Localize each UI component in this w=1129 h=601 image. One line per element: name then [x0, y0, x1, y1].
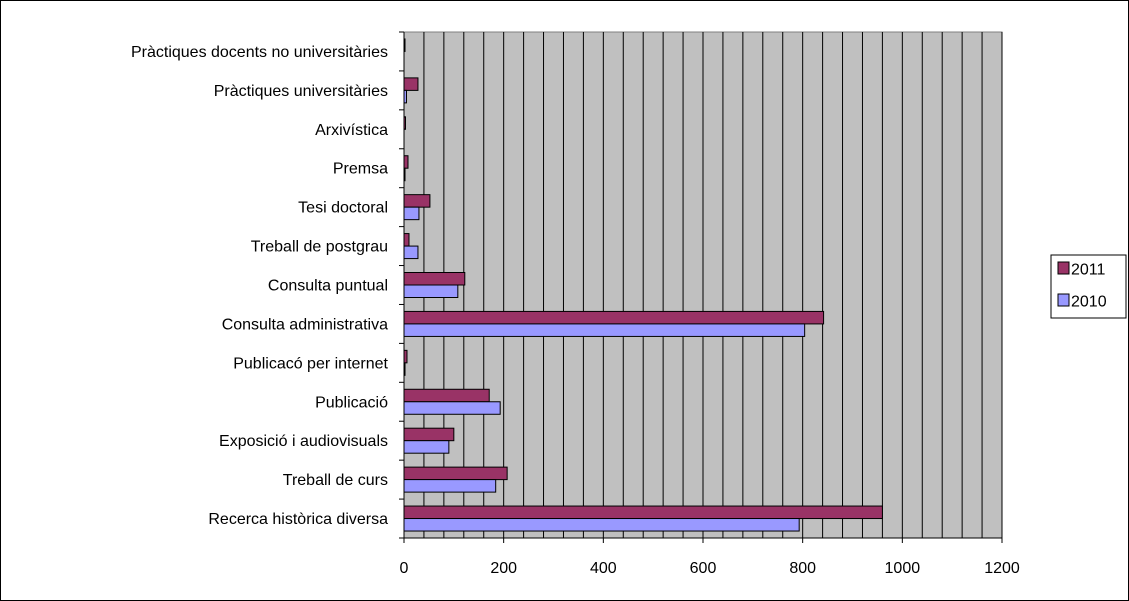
legend-label: 2010 — [1071, 294, 1107, 311]
category-label: Exposició i audiovisuals — [219, 433, 388, 450]
bar-2011-5 — [403, 310, 825, 325]
bar-2010-0 — [403, 518, 800, 532]
bar-2010-2 — [403, 440, 450, 454]
bar-2011-6 — [403, 272, 466, 286]
category-label: Premsa — [333, 161, 388, 178]
bar-2010-1 — [403, 479, 497, 493]
legend-swatch-2011 — [1057, 261, 1070, 275]
x-tick-label: 400 — [590, 560, 617, 577]
category-label: Treball de postgrau — [251, 239, 388, 256]
bar-2010-7 — [403, 245, 419, 260]
category-label: Treball de curs — [283, 472, 388, 489]
x-tick-label: 800 — [789, 560, 816, 577]
category-label: Recerca històrica diversa — [208, 511, 388, 528]
x-tick-label: 0 — [400, 560, 409, 577]
bar-2011-2 — [403, 427, 455, 442]
axes — [399, 31, 1003, 543]
bar-2011-9 — [403, 155, 409, 169]
x-tick-label: 600 — [690, 560, 717, 577]
category-label: Arxivística — [315, 122, 388, 139]
bar-2010-3 — [403, 401, 501, 415]
category-label: Pràctiques docents no universitàries — [131, 44, 388, 61]
bar-2011-1 — [403, 466, 508, 481]
category-label: Pràctiques universitàries — [214, 83, 388, 100]
x-tick-labels: 0 200 400 600 800 1000 1200 — [400, 560, 1020, 577]
x-tick-label: 200 — [490, 560, 517, 577]
category-label: Publicacó per internet — [233, 355, 388, 372]
bar-2010-5 — [403, 323, 806, 337]
bar-2011-11 — [403, 77, 419, 91]
legend-label: 2011 — [1071, 262, 1106, 279]
bar-2011-0 — [403, 505, 883, 520]
category-label: Consulta administrativa — [222, 316, 388, 333]
bar-2011-8 — [403, 194, 431, 208]
category-label: Publicació — [315, 394, 388, 411]
x-tick-label: 1200 — [984, 560, 1020, 577]
bar-2010-6 — [403, 284, 459, 298]
legend: 2011 2010 — [1050, 254, 1127, 319]
bars — [403, 38, 883, 532]
x-tick-label: 1000 — [885, 560, 921, 577]
category-label: Tesi doctoral — [298, 200, 388, 217]
legend-swatch-2010 — [1057, 293, 1070, 307]
category-labels: Recerca històrica diversa Treball de curs… — [131, 44, 389, 528]
bar-2011-3 — [403, 388, 490, 403]
category-label: Consulta puntual — [268, 278, 388, 295]
plot-area — [403, 31, 1003, 539]
bar-2011-7 — [403, 233, 410, 247]
bar-2010-8 — [403, 206, 420, 221]
